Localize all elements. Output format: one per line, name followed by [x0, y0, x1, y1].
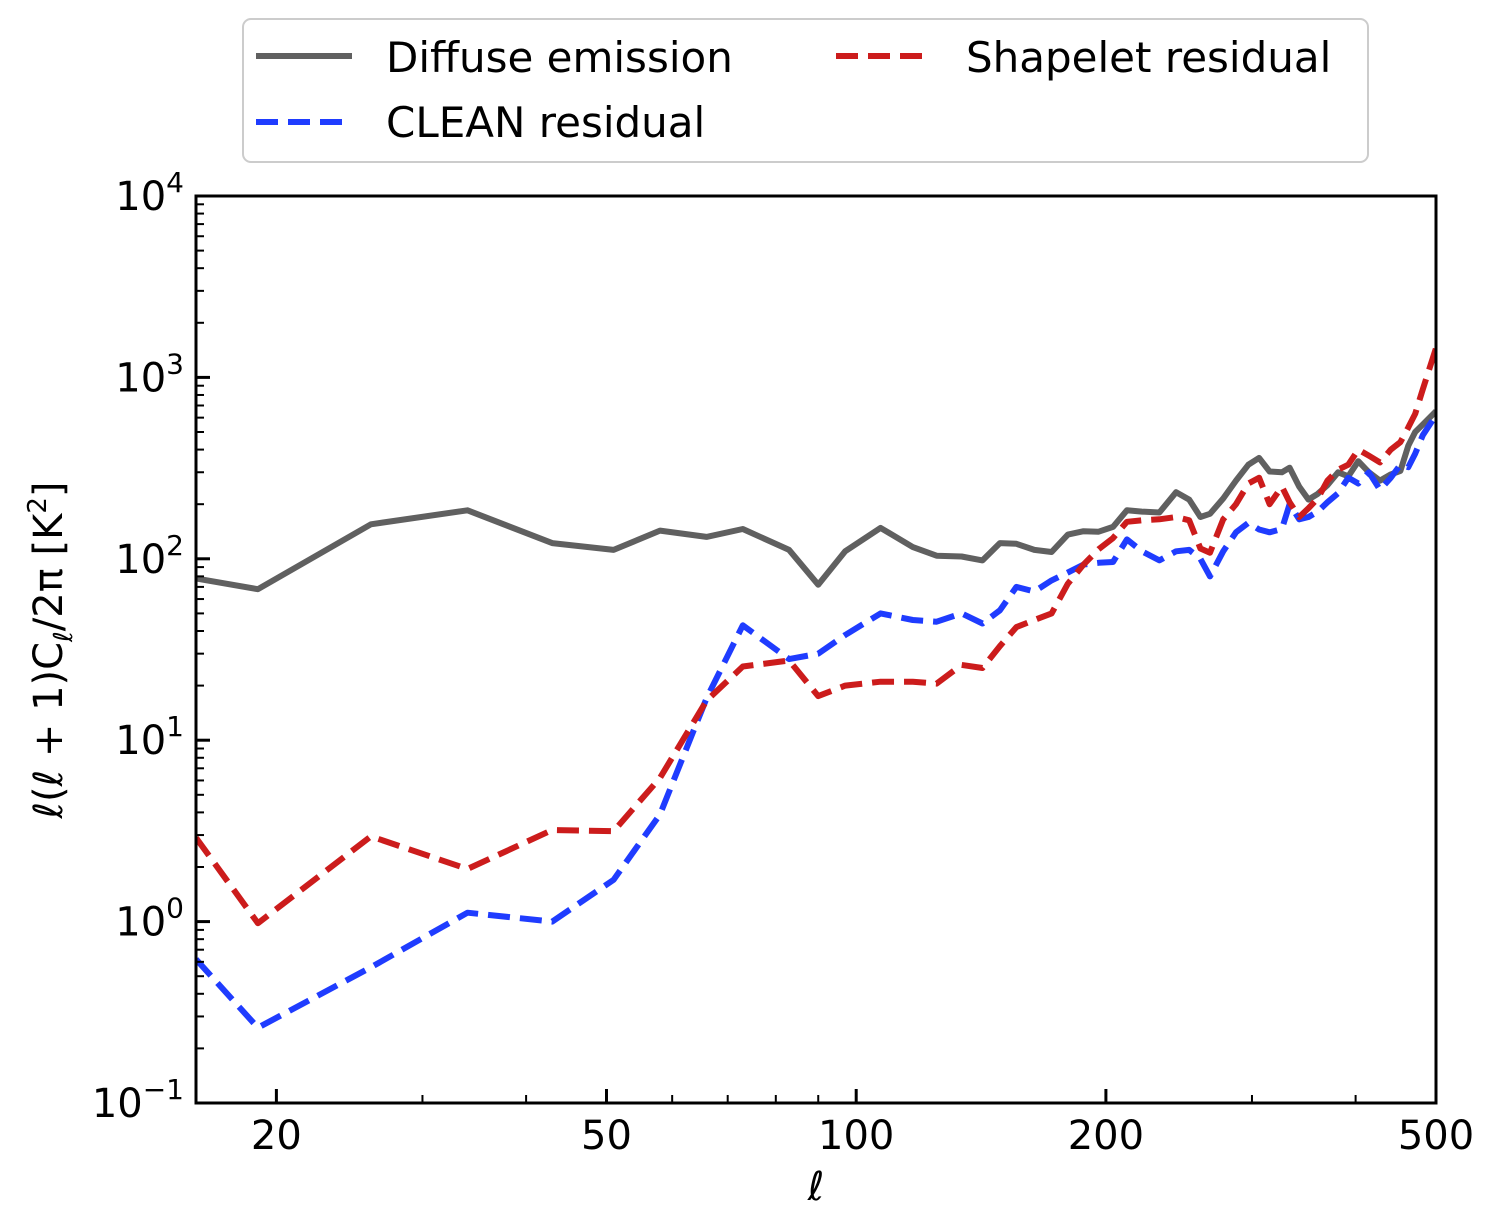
y-axis-label-sub: ℓ [49, 631, 79, 643]
x-tick-label: 100 [818, 1113, 894, 1159]
x-tick-label: 20 [251, 1113, 302, 1159]
y-axis-label: ℓ(ℓ + 1)Cℓ/2π [K2] [23, 481, 79, 819]
y-tick-label: 102 [115, 529, 184, 583]
legend-label-clean-residual: CLEAN residual [386, 98, 705, 147]
y-tick-label: 100 [115, 892, 184, 946]
legend: Diffuse emission CLEAN residual Shapelet… [242, 18, 1369, 163]
y-axis-label-main: ℓ(ℓ + 1)C [26, 642, 72, 820]
y-tick-label: 10−1 [92, 1073, 184, 1127]
series-line-clean-residual [196, 413, 1436, 1031]
x-tick-label: 50 [581, 1113, 632, 1159]
y-tick-label: 101 [115, 710, 184, 764]
legend-label-diffuse-emission: Diffuse emission [386, 33, 733, 82]
x-axis-ticks: 20 50 100 200 500 [251, 1089, 1474, 1159]
legend-label-shapelet-residual: Shapelet residual [966, 33, 1331, 82]
x-tick-label: 200 [1068, 1113, 1144, 1159]
y-axis-label-close: ] [26, 481, 72, 497]
series-line-diffuse-emission [196, 409, 1436, 593]
series-line-shapelet-residual [196, 347, 1436, 927]
y-axis-ticks: 10−1 100 101 102 103 104 [92, 166, 210, 1127]
y-tick-label: 104 [115, 166, 184, 220]
y-tick-label: 103 [115, 347, 184, 401]
y-axis-label-sup: 2 [23, 497, 53, 514]
y-axis-label-tail: /2π [K [26, 512, 72, 631]
x-tick-label: 500 [1398, 1113, 1474, 1159]
legend-frame [242, 18, 1369, 163]
x-axis-label: ℓ [807, 1164, 825, 1210]
plot-frame [194, 194, 1438, 1105]
